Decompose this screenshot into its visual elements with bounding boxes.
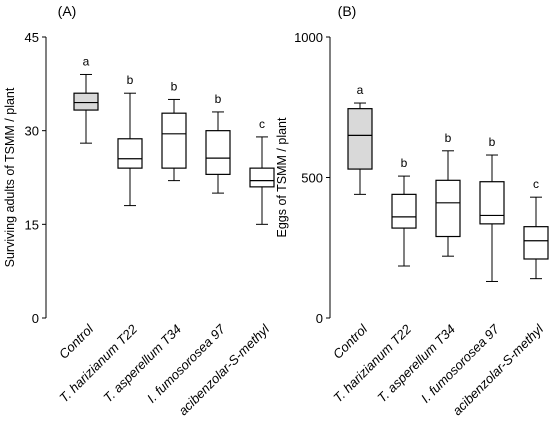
y-tick-label: 0 xyxy=(32,311,39,326)
box-iqr xyxy=(249,167,275,188)
significance-letter: b xyxy=(489,135,496,149)
box-iqr xyxy=(523,226,549,260)
category-label: T. harizianum T22 xyxy=(330,321,414,405)
y-tick-label: 1000 xyxy=(294,30,323,45)
box-iqr xyxy=(479,181,505,225)
category-label: I. fumosorosea 97 xyxy=(144,321,229,406)
y-axis-label: Eggs of TSMM / plant xyxy=(275,117,289,237)
box-iqr xyxy=(205,130,231,175)
y-tick-label: 15 xyxy=(25,217,39,232)
significance-letter: a xyxy=(83,54,90,68)
box-1: a Control xyxy=(56,54,99,362)
significance-letter: c xyxy=(533,177,539,191)
y-tick-label: 30 xyxy=(25,124,39,139)
significance-letter: b xyxy=(127,73,134,87)
box-iqr xyxy=(435,179,461,238)
y-tick-label: 0 xyxy=(316,311,323,326)
category-label: T. harizianum T22 xyxy=(56,321,140,405)
panel-label: (B) xyxy=(338,3,357,19)
chart-panel-1: (A) 0 15 30 45 Surviving adults of TSMM / pla… xyxy=(3,3,275,418)
category-label: Control xyxy=(330,321,371,362)
significance-letter: b xyxy=(215,92,222,106)
box-iqr xyxy=(73,92,99,111)
y-tick-label: 500 xyxy=(301,171,323,186)
y-axis-label: Surviving adults of TSMM / plant xyxy=(3,87,17,267)
significance-letter: a xyxy=(357,83,364,97)
category-label: I. fumosorosea 97 xyxy=(418,321,503,406)
category-label: T. asperellum T34 xyxy=(100,322,184,406)
category-label: Control xyxy=(56,321,97,362)
box-iqr xyxy=(347,108,373,170)
box-iqr xyxy=(161,112,187,169)
significance-letter: b xyxy=(171,79,178,93)
box-iqr xyxy=(391,193,417,229)
significance-letter: b xyxy=(401,156,408,170)
y-tick-label: 45 xyxy=(25,30,39,45)
box-1: a Control xyxy=(330,83,373,362)
significance-letter: c xyxy=(259,117,265,131)
panel-label: (A) xyxy=(58,3,77,19)
box-3: b T. asperellum T34 xyxy=(374,131,461,406)
box-iqr xyxy=(117,138,143,169)
significance-letter: b xyxy=(445,131,452,145)
category-label: T. asperellum T34 xyxy=(374,322,458,406)
